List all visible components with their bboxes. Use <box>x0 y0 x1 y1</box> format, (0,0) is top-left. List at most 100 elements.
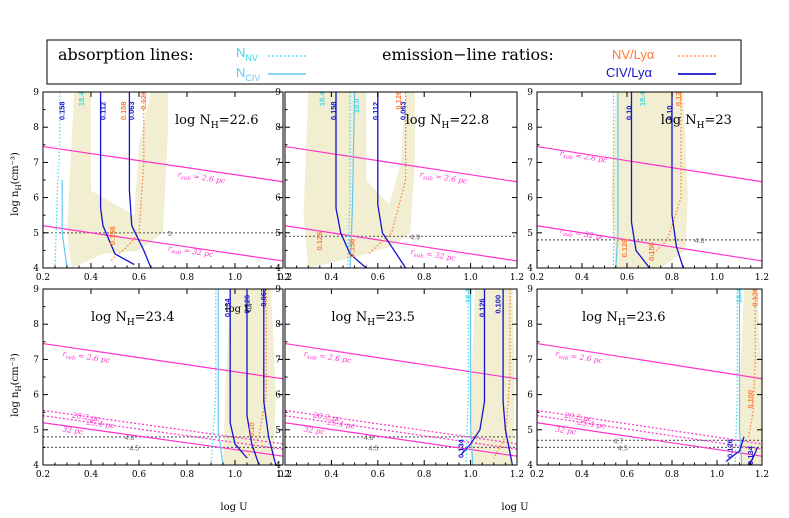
y-tick-label: 8 <box>275 320 281 330</box>
rsub-line <box>285 422 517 457</box>
civlya-contour <box>335 92 367 268</box>
civlya-contour-label: 0.112 <box>371 102 380 120</box>
rsub-label-value: pc <box>564 426 577 437</box>
y-tick-label: 5 <box>527 426 533 436</box>
panel-nh-label-value: =23.5 <box>375 310 415 325</box>
x-tick-label: 1.2 <box>276 273 290 283</box>
rsub-label-sub: sub <box>171 249 182 256</box>
x-tick-label: 0.6 <box>620 470 635 480</box>
y-tick-label: 5 <box>33 426 39 436</box>
rsub-line <box>43 415 283 450</box>
y-tick-label: 7 <box>275 158 281 168</box>
reference-label: 4.5 <box>129 445 139 452</box>
nciv-absorption-line <box>217 289 224 465</box>
y-tick-label: 8 <box>275 123 281 133</box>
y-tick-label: 4 <box>33 264 39 274</box>
x-tick-label: 1.0 <box>463 273 478 283</box>
nvlya-contour-label: 0.158 <box>119 101 128 120</box>
y-tick-label: 6 <box>527 194 533 204</box>
panel-nh-label: log NH=23.5 <box>331 310 415 328</box>
shaded-region <box>67 92 168 268</box>
panel-2: 4.9 rsub = 2.6 pc rsub = 32 pc 0.158 0.112 0.… <box>275 88 524 283</box>
rsub-line <box>537 415 762 450</box>
x-tick-label: 0.8 <box>665 470 680 480</box>
x-tick-label: 1.0 <box>228 470 243 480</box>
rsub-label-sub: sub <box>562 154 573 162</box>
y-tick-label: 5 <box>33 229 39 239</box>
rsub-line <box>43 225 283 262</box>
civlya-contour <box>229 289 248 459</box>
y-tick-label: 6 <box>33 391 39 401</box>
x-tick-label: 0.6 <box>620 273 635 283</box>
panel-nh-label-value: =22.8 <box>449 113 489 128</box>
y-tick-label: 4 <box>275 461 281 471</box>
legend-nciv-base: N <box>236 65 245 80</box>
rsub-label-value: pc <box>343 420 356 431</box>
rsub-label-base: 25.4 <box>325 417 344 428</box>
absorption-column-label: 18.4 <box>735 288 744 303</box>
nvlya-contour-label: 0.100 <box>746 390 755 409</box>
panel-nh-label: log NH=23.4 <box>91 310 175 328</box>
y-tick-label: 8 <box>527 123 533 133</box>
nnv-absorption-line <box>54 92 61 268</box>
x-tick-label: 0.4 <box>324 470 339 480</box>
civlya-contour-label: 0.126 <box>242 295 251 314</box>
x-tick-label: 1.2 <box>755 273 769 283</box>
y-axis-title-top-sub: H <box>15 184 23 190</box>
x-tick-label: 0.2 <box>36 470 50 480</box>
y-axis-title-bottom-unit: (cm⁻³) <box>10 353 21 385</box>
panel-nh-label-value: =23.6 <box>626 310 666 325</box>
rsub-label: 32 pc <box>303 425 326 437</box>
y-axis-title-top-base: log n <box>10 190 21 216</box>
nvlya-contour-label: 0.158 <box>348 239 357 258</box>
nvlya-contour <box>246 289 267 459</box>
civlya-contour <box>725 436 745 463</box>
nvlya-contour-label: 0.126 <box>751 288 760 307</box>
rsub-label-base: r <box>555 349 560 359</box>
x-tick-label: 0.8 <box>180 470 195 480</box>
reference-label: 4.5 <box>369 445 379 452</box>
nciv-absorption-line <box>61 180 68 268</box>
x-tick-label: 0.8 <box>417 273 432 283</box>
nnv-absorption-line <box>347 92 351 268</box>
panel-nh-label-base: log N <box>661 113 697 128</box>
civlya-contour-label: 0.063 <box>127 101 136 120</box>
rsub-label-base: 32 <box>555 425 566 435</box>
absorption-column-label: 19.0 <box>352 99 361 114</box>
rsub-label: 20.2 pc <box>563 410 594 423</box>
civlya-contour <box>671 92 684 268</box>
y-tick-label: 9 <box>275 88 281 98</box>
y-tick-label: 6 <box>275 391 281 401</box>
absorption-column-label: 18.4 <box>77 91 86 106</box>
legend-nciv-label: NCIV <box>236 65 260 83</box>
civlya-contour-label: 0.100 <box>494 295 503 314</box>
x-tick-label: 0.6 <box>132 470 147 480</box>
x-tick-label: 0.4 <box>575 273 590 283</box>
legend-civlya-label: CIV/Lyα <box>606 65 653 80</box>
civlya-contour <box>246 289 260 465</box>
x-tick-label: 0.2 <box>530 470 544 480</box>
y-tick-label: 8 <box>33 320 39 330</box>
x-tick-label: 0.8 <box>180 273 195 283</box>
civlya-contour-label: 0.158 <box>329 101 338 120</box>
legend-nnv-base: N <box>236 45 245 60</box>
rsub-label-sub: sub <box>65 354 76 361</box>
rsub-label: 20.2 pc <box>71 410 102 423</box>
rsub-label-sub: sub <box>562 231 573 239</box>
y-axis-title-bottom-base: log n <box>10 391 21 417</box>
y-axis-title-bottom-sub: H <box>15 385 23 391</box>
y-tick-label: 5 <box>527 229 533 239</box>
x-tick-label: 1.2 <box>510 470 524 480</box>
panel-plot-area: 4.9 rsub = 2.6 pc rsub = 32 pc 0.158 0.112 0.… <box>285 92 517 268</box>
panel-nh-label: log NH=22.8 <box>406 113 490 131</box>
nvlya-contour-label: 0.158 <box>647 242 656 261</box>
x-axis-title-col1-top: log U <box>225 304 252 315</box>
rsub-label-base: r <box>410 247 415 256</box>
x-tick-label: 0.2 <box>278 470 292 480</box>
